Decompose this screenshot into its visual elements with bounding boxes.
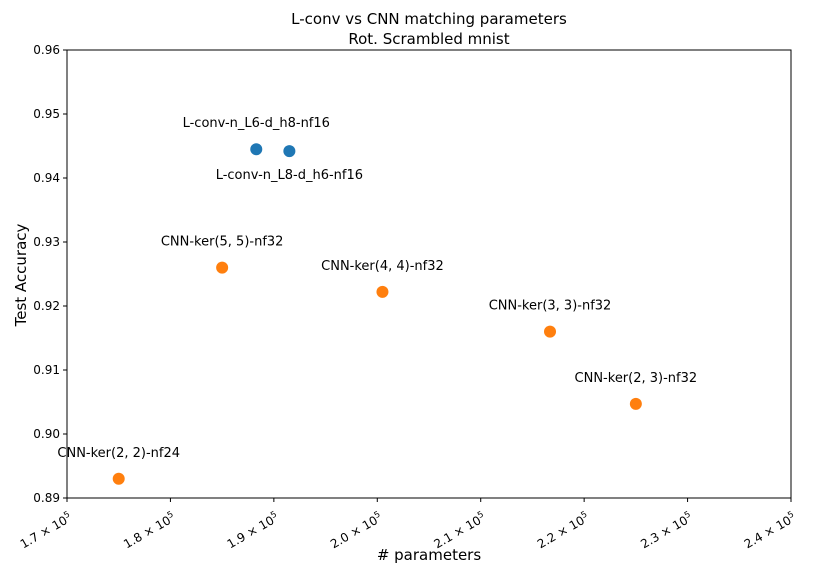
point-label: L-conv-n_L6-d_h8-nf16 [183, 116, 330, 131]
data-point [250, 143, 263, 156]
y-tick-label: 0.93 [33, 235, 60, 249]
point-label: CNN-ker(2, 3)-nf32 [575, 371, 698, 386]
y-tick-label: 0.94 [33, 171, 60, 185]
point-label: L-conv-n_L8-d_h6-nf16 [216, 168, 363, 183]
point-label: CNN-ker(3, 3)-nf32 [489, 299, 612, 314]
data-point [216, 261, 229, 274]
x-tick-label: 1.9 × 105 [224, 510, 281, 552]
y-tick-label: 0.90 [33, 427, 60, 441]
data-point [544, 325, 557, 338]
data-point [283, 145, 296, 158]
plot-frame [66, 49, 792, 499]
plot-area: 0.89 0.90 0.91 0.92 0.93 0.94 0.95 0.96 1.7 × 10… [17, 43, 798, 552]
point-label: CNN-ker(5, 5)-nf32 [161, 235, 284, 250]
x-tick-label: 1.7 × 105 [17, 510, 74, 552]
y-tick-label: 0.89 [33, 491, 60, 505]
x-tick-label: 2.4 × 105 [741, 510, 798, 552]
point-label: CNN-ker(4, 4)-nf32 [321, 259, 444, 274]
x-tick-label: 2.3 × 105 [638, 510, 695, 552]
y-axis-label: Test Accuracy [12, 223, 30, 327]
chart-subtitle: Rot. Scrambled mnist [348, 30, 509, 48]
y-tick-label: 0.91 [33, 363, 60, 377]
x-tick-label: 1.8 × 105 [121, 510, 178, 552]
chart-title: L-conv vs CNN matching parameters [291, 10, 567, 28]
x-axis-label: # parameters [377, 546, 482, 564]
data-point [376, 285, 389, 298]
data-point [112, 472, 125, 485]
point-label: CNN-ker(2, 2)-nf24 [57, 446, 180, 461]
x-tick-label: 2.2 × 105 [534, 510, 591, 552]
data-point [629, 397, 642, 410]
y-tick-label: 0.96 [33, 43, 60, 57]
y-tick-label: 0.92 [33, 299, 60, 313]
y-tick-label: 0.95 [33, 107, 60, 121]
